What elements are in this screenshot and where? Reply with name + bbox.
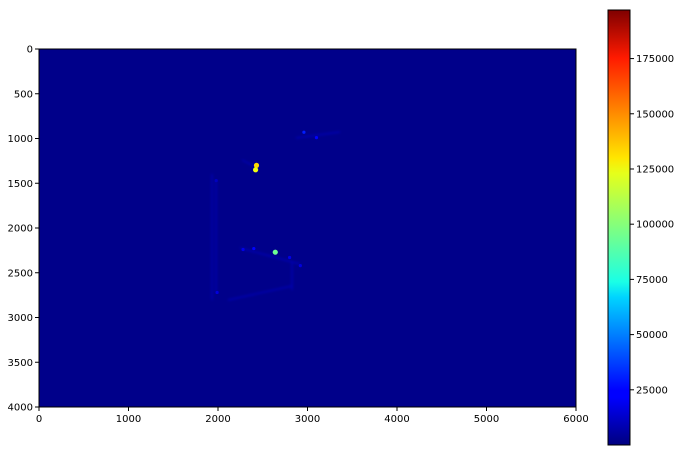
heatmap-hotspot-9 (215, 290, 219, 295)
x-tick-label: 6000 (563, 414, 588, 425)
colorbar-tick-label: 150000 (636, 109, 674, 120)
heatmap-hotspot-7 (288, 255, 292, 260)
colorbar-tick-label: 25000 (636, 385, 668, 396)
y-tick-label: 2000 (8, 224, 33, 235)
y-tick-label: 4000 (8, 403, 33, 414)
heatmap-hotspot-2 (272, 249, 278, 255)
colorbar-tick-label: 75000 (636, 275, 668, 286)
x-tick-label: 0 (36, 414, 42, 425)
heatmap-hotspot-1 (252, 167, 259, 173)
heatmap-hotspot-3 (302, 130, 306, 134)
heatmap-hotspot-6 (252, 246, 256, 251)
heatmap-hotspot-8 (298, 263, 302, 268)
heatmap-hotspot-5 (241, 247, 245, 252)
y-tick-label: 3000 (8, 313, 33, 324)
y-tick-label: 0 (27, 45, 33, 56)
x-tick-label: 1000 (116, 414, 141, 425)
y-tick-label: 500 (14, 89, 33, 100)
colorbar-tick-label: 100000 (636, 220, 674, 231)
heatmap-hotspot-4 (314, 136, 319, 140)
x-axis: 0 1000 2000 3000 4000 5000 6000 (36, 407, 589, 425)
y-axis: 0 500 1000 1500 2000 2500 3000 3500 4000 (8, 45, 39, 414)
colorbar-tick-label: 125000 (636, 164, 674, 175)
y-tick-label: 1500 (8, 179, 33, 190)
colorbar-axis: 25000 50000 75000 100000 125000 150000 175000 (630, 54, 674, 396)
colorbar-tick-label: 50000 (636, 330, 668, 341)
x-tick-label: 4000 (384, 414, 409, 425)
heatmap-highlights (214, 130, 319, 295)
colorbar (607, 9, 631, 446)
x-tick-label: 3000 (295, 414, 320, 425)
y-tick-label: 3500 (8, 358, 33, 369)
y-tick-label: 1000 (8, 134, 33, 145)
colorbar-tick-label: 175000 (636, 54, 674, 65)
heatmap-hotspot-10 (214, 178, 218, 183)
x-tick-label: 2000 (205, 414, 230, 425)
heatmap-hotspot-0 (253, 162, 260, 168)
heatmap-faint-traces (211, 131, 341, 301)
y-tick-label: 2500 (8, 268, 33, 279)
x-tick-label: 5000 (474, 414, 499, 425)
heatmap-image (39, 49, 576, 407)
